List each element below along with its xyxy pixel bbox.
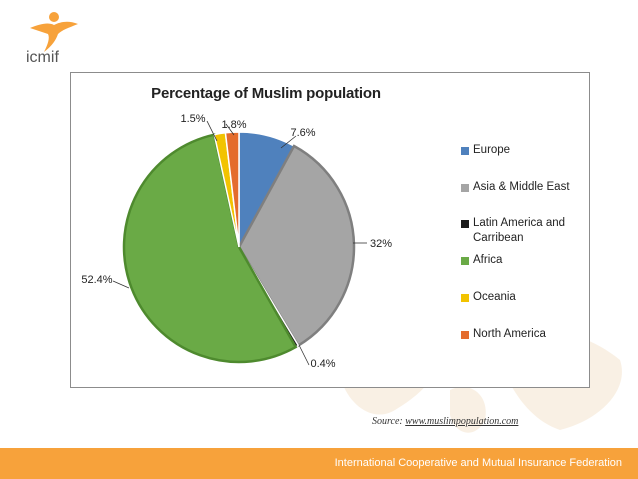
legend-item: Africa	[461, 253, 593, 268]
data-label: 1.8%	[221, 119, 246, 131]
legend-swatch	[461, 294, 469, 302]
legend-label: North America	[473, 328, 546, 340]
source-link[interactable]: www.muslimpopulation.com	[405, 416, 519, 427]
data-label: 7.6%	[290, 127, 315, 139]
leader-line	[280, 135, 297, 149]
chart-area: 7.6% 32% 0.4% 52.4% 1.5% 1.8% Percentage of M…	[70, 72, 590, 388]
data-label: 1.5%	[180, 113, 205, 125]
leader-line	[225, 123, 235, 136]
pie-chart: 7.6% 32% 0.4% 52.4% 1.5% 1.8%	[81, 113, 392, 370]
legend-item: Europe	[461, 143, 593, 158]
legend-item: Oceania	[461, 290, 593, 305]
legend-swatch	[461, 184, 469, 192]
footer-text: International Cooperative and Mutual Ins…	[334, 457, 622, 469]
legend-swatch	[461, 257, 469, 265]
legend-swatch	[461, 331, 469, 339]
icmif-logo: icmif	[8, 8, 88, 66]
leader-line	[112, 280, 130, 289]
data-label: 52.4%	[81, 274, 112, 286]
legend-swatch	[461, 147, 469, 155]
legend-label: Asia & Middle East	[473, 181, 570, 193]
data-label: 0.4%	[310, 358, 335, 370]
logo-figure-icon: icmif	[26, 12, 78, 66]
chart-title: Percentage of Muslim population	[151, 85, 381, 102]
source-prefix: Source:	[372, 416, 406, 427]
legend-swatch	[461, 220, 469, 228]
legend-item: Latin America and Carribean	[461, 216, 593, 246]
footer-bar: International Cooperative and Mutual Ins…	[0, 448, 638, 479]
legend-item: Asia & Middle East	[461, 180, 593, 195]
legend-label: Latin America and Carribean	[473, 217, 566, 244]
legend-item: North America	[461, 327, 593, 342]
leader-line	[206, 120, 218, 142]
logo-text: icmif	[26, 49, 59, 64]
data-label: 32%	[370, 238, 392, 250]
legend-label: Europe	[473, 144, 511, 156]
legend-label: Africa	[473, 254, 503, 266]
source-note: Source: www.muslimpopulation.com	[372, 416, 518, 427]
pie-slice-africa	[122, 133, 298, 364]
pie-slice-asia-middle-east	[237, 144, 356, 348]
legend-label: Oceania	[473, 291, 516, 303]
leader-line	[298, 344, 310, 366]
